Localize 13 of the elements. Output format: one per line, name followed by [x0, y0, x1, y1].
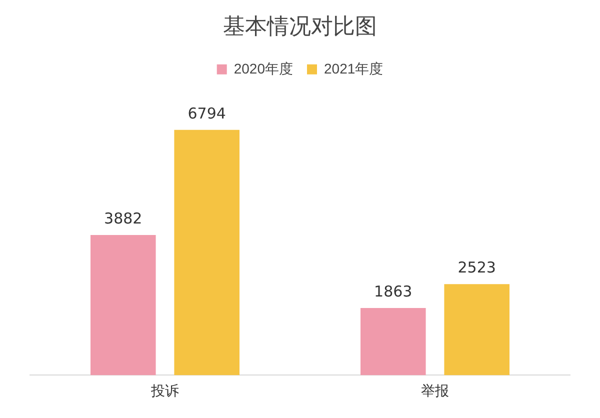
data-label: 2523 — [458, 258, 496, 277]
data-label: 6794 — [188, 104, 226, 122]
bar — [90, 235, 156, 376]
bar — [174, 130, 240, 376]
bar — [360, 308, 426, 376]
chart-title: 基本情况对比图 — [223, 13, 377, 38]
data-label: 1863 — [374, 282, 412, 300]
x-tick-label: 投诉 — [150, 382, 179, 398]
bar — [444, 284, 510, 376]
legend-label: 2021年度 — [324, 60, 384, 76]
data-label: 3882 — [104, 209, 142, 228]
x-tick-label: 举报 — [421, 382, 449, 398]
legend-label: 2020年度 — [234, 60, 294, 76]
